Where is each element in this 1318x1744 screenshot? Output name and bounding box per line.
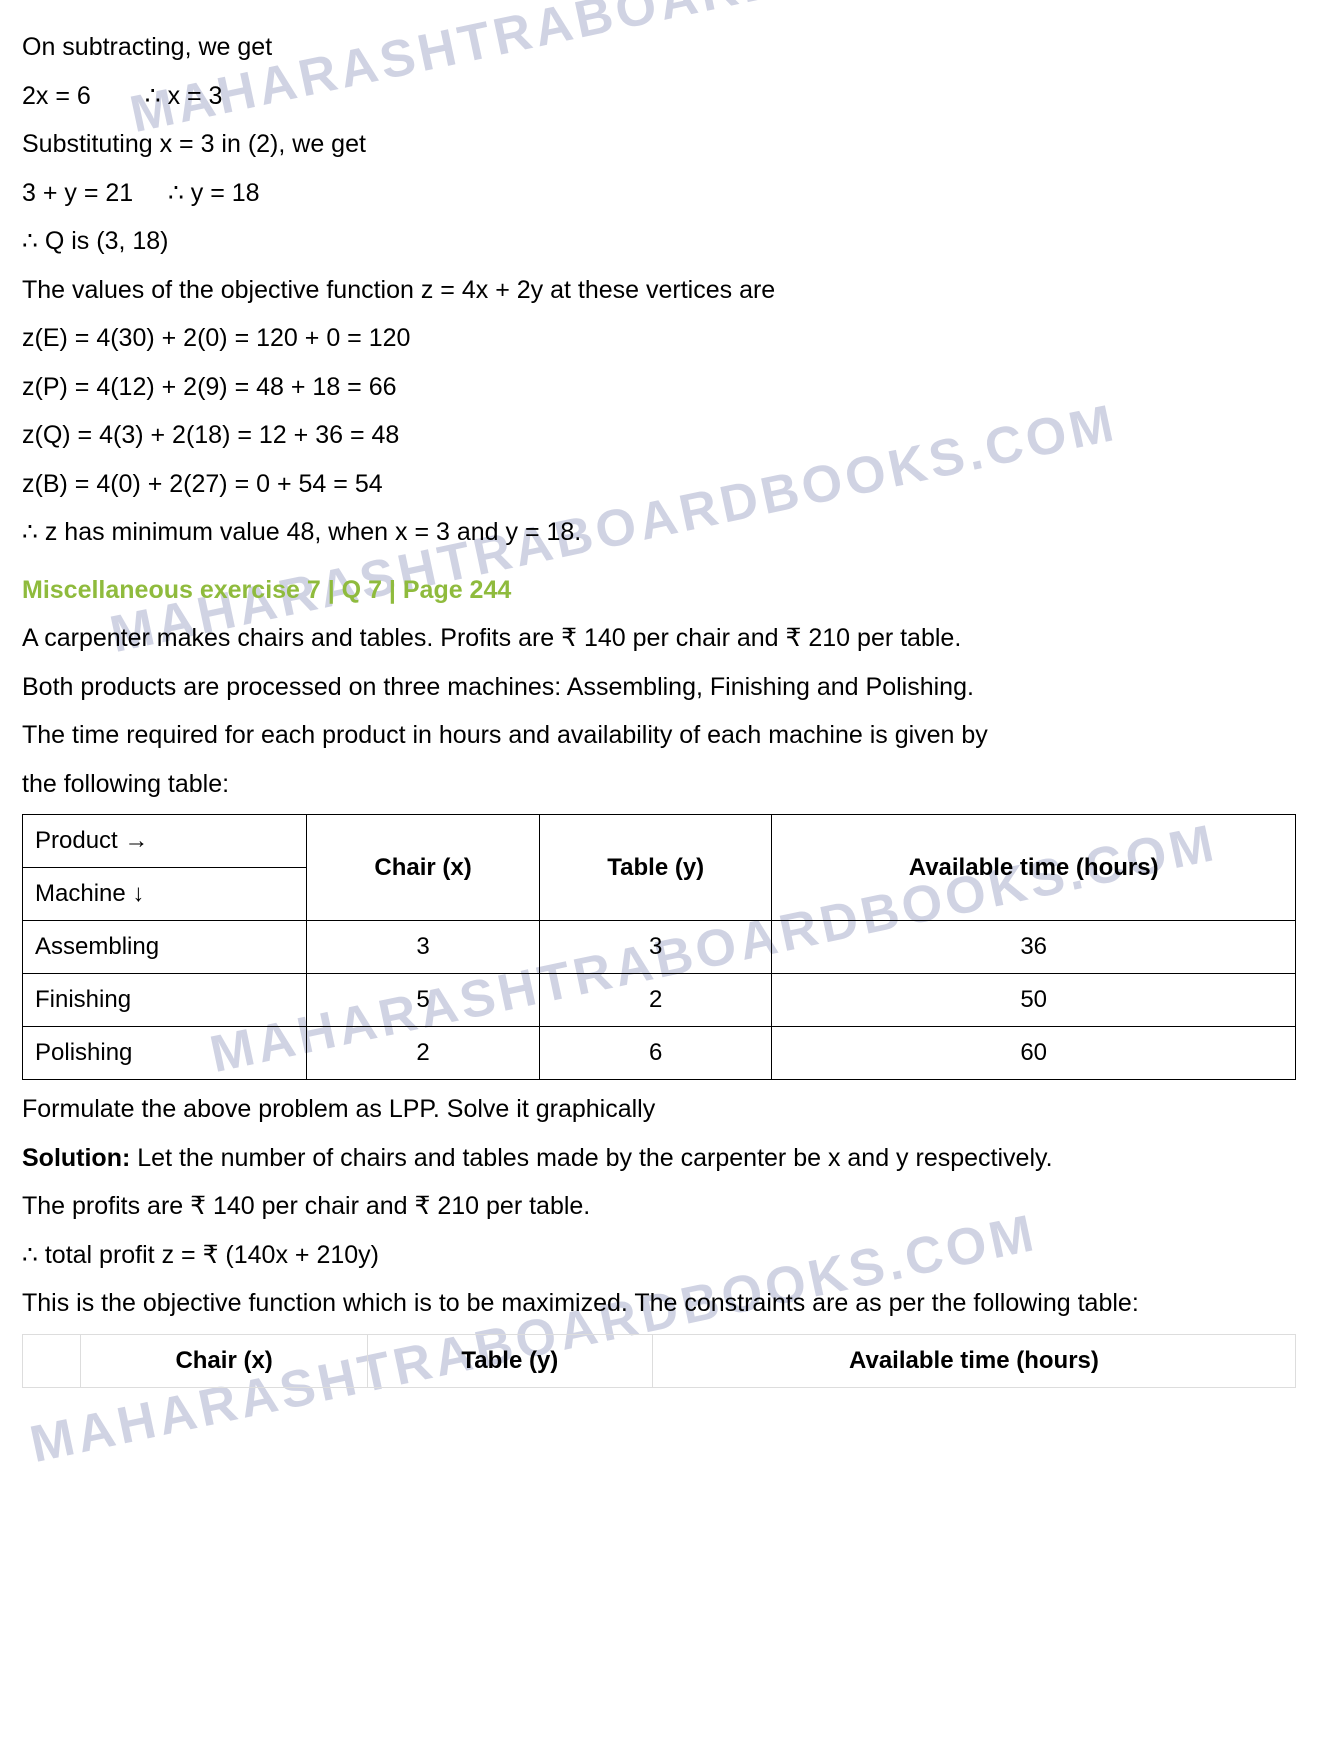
eq-part: 2x = 6 [22, 82, 91, 110]
eq-part: ∴ y = 18 [168, 179, 260, 207]
table-header-cell: Chair (x) [306, 815, 539, 921]
exercise-heading: Miscellaneous exercise 7 | Q 7 | Page 24… [22, 572, 1296, 610]
text-line: ∴ total profit z = ₹ (140x + 210y) [22, 1237, 1296, 1275]
table-header-cell: Available time (hours) [652, 1334, 1295, 1387]
table-header-cell: Product → [23, 815, 307, 868]
table-header-cell: Available time (hours) [772, 815, 1296, 921]
eq-part: ∴ x = 3 [145, 82, 223, 110]
table-cell: Finishing [23, 974, 307, 1027]
text-line: z(P) = 4(12) + 2(9) = 48 + 18 = 66 [22, 369, 1296, 407]
text-line: z(E) = 4(30) + 2(0) = 120 + 0 = 120 [22, 320, 1296, 358]
text-line: Substituting x = 3 in (2), we get [22, 126, 1296, 164]
table-header-cell [23, 1334, 81, 1387]
text-line: The values of the objective function z =… [22, 272, 1296, 310]
eq-part: 3 + y = 21 [22, 179, 133, 207]
table-cell: 5 [306, 974, 539, 1027]
page-content: On subtracting, we get 2x = 6 ∴ x = 3 Su… [22, 29, 1296, 1388]
constraints-table-2: Chair (x) Table (y) Available time (hour… [22, 1334, 1296, 1388]
table-row: Assembling 3 3 36 [23, 921, 1296, 974]
table-cell: 50 [772, 974, 1296, 1027]
solution-line: Solution: Let the number of chairs and t… [22, 1140, 1296, 1178]
table-cell: 3 [540, 921, 772, 974]
table-header-cell: Table (y) [367, 1334, 652, 1387]
table-row: Finishing 5 2 50 [23, 974, 1296, 1027]
table-cell: 60 [772, 1027, 1296, 1080]
text-line: Formulate the above problem as LPP. Solv… [22, 1091, 1296, 1129]
text-line: This is the objective function which is … [22, 1285, 1296, 1323]
text-line: 3 + y = 21 ∴ y = 18 [22, 175, 1296, 213]
table-header-cell: Chair (x) [81, 1334, 367, 1387]
table-cell: 3 [306, 921, 539, 974]
text-line: z(B) = 4(0) + 2(27) = 0 + 54 = 54 [22, 466, 1296, 504]
table-header-cell: Table (y) [540, 815, 772, 921]
problem-text: A carpenter makes chairs and tables. Pro… [22, 620, 1296, 658]
text-line: ∴ Q is (3, 18) [22, 223, 1296, 261]
text-line: 2x = 6 ∴ x = 3 [22, 78, 1296, 116]
text-line: z(Q) = 4(3) + 2(18) = 12 + 36 = 48 [22, 417, 1296, 455]
constraints-table: Product → Chair (x) Table (y) Available … [22, 814, 1296, 1080]
table-cell: 2 [540, 974, 772, 1027]
table-row: Product → Chair (x) Table (y) Available … [23, 815, 1296, 868]
table-cell: 36 [772, 921, 1296, 974]
table-cell: 2 [306, 1027, 539, 1080]
table-row: Polishing 2 6 60 [23, 1027, 1296, 1080]
solution-label: Solution: [22, 1144, 130, 1172]
table-cell: Assembling [23, 921, 307, 974]
table-cell: Polishing [23, 1027, 307, 1080]
solution-text: Let the number of chairs and tables made… [130, 1144, 1052, 1172]
problem-text: Both products are processed on three mac… [22, 669, 1296, 707]
problem-text: The time required for each product in ho… [22, 717, 1296, 755]
text-line: On subtracting, we get [22, 29, 1296, 67]
text-line: ∴ z has minimum value 48, when x = 3 and… [22, 514, 1296, 552]
table-row: Chair (x) Table (y) Available time (hour… [23, 1334, 1296, 1387]
table-cell: 6 [540, 1027, 772, 1080]
text-line: The profits are ₹ 140 per chair and ₹ 21… [22, 1188, 1296, 1226]
table-header-cell: Machine ↓ [23, 868, 307, 921]
problem-text: the following table: [22, 766, 1296, 804]
